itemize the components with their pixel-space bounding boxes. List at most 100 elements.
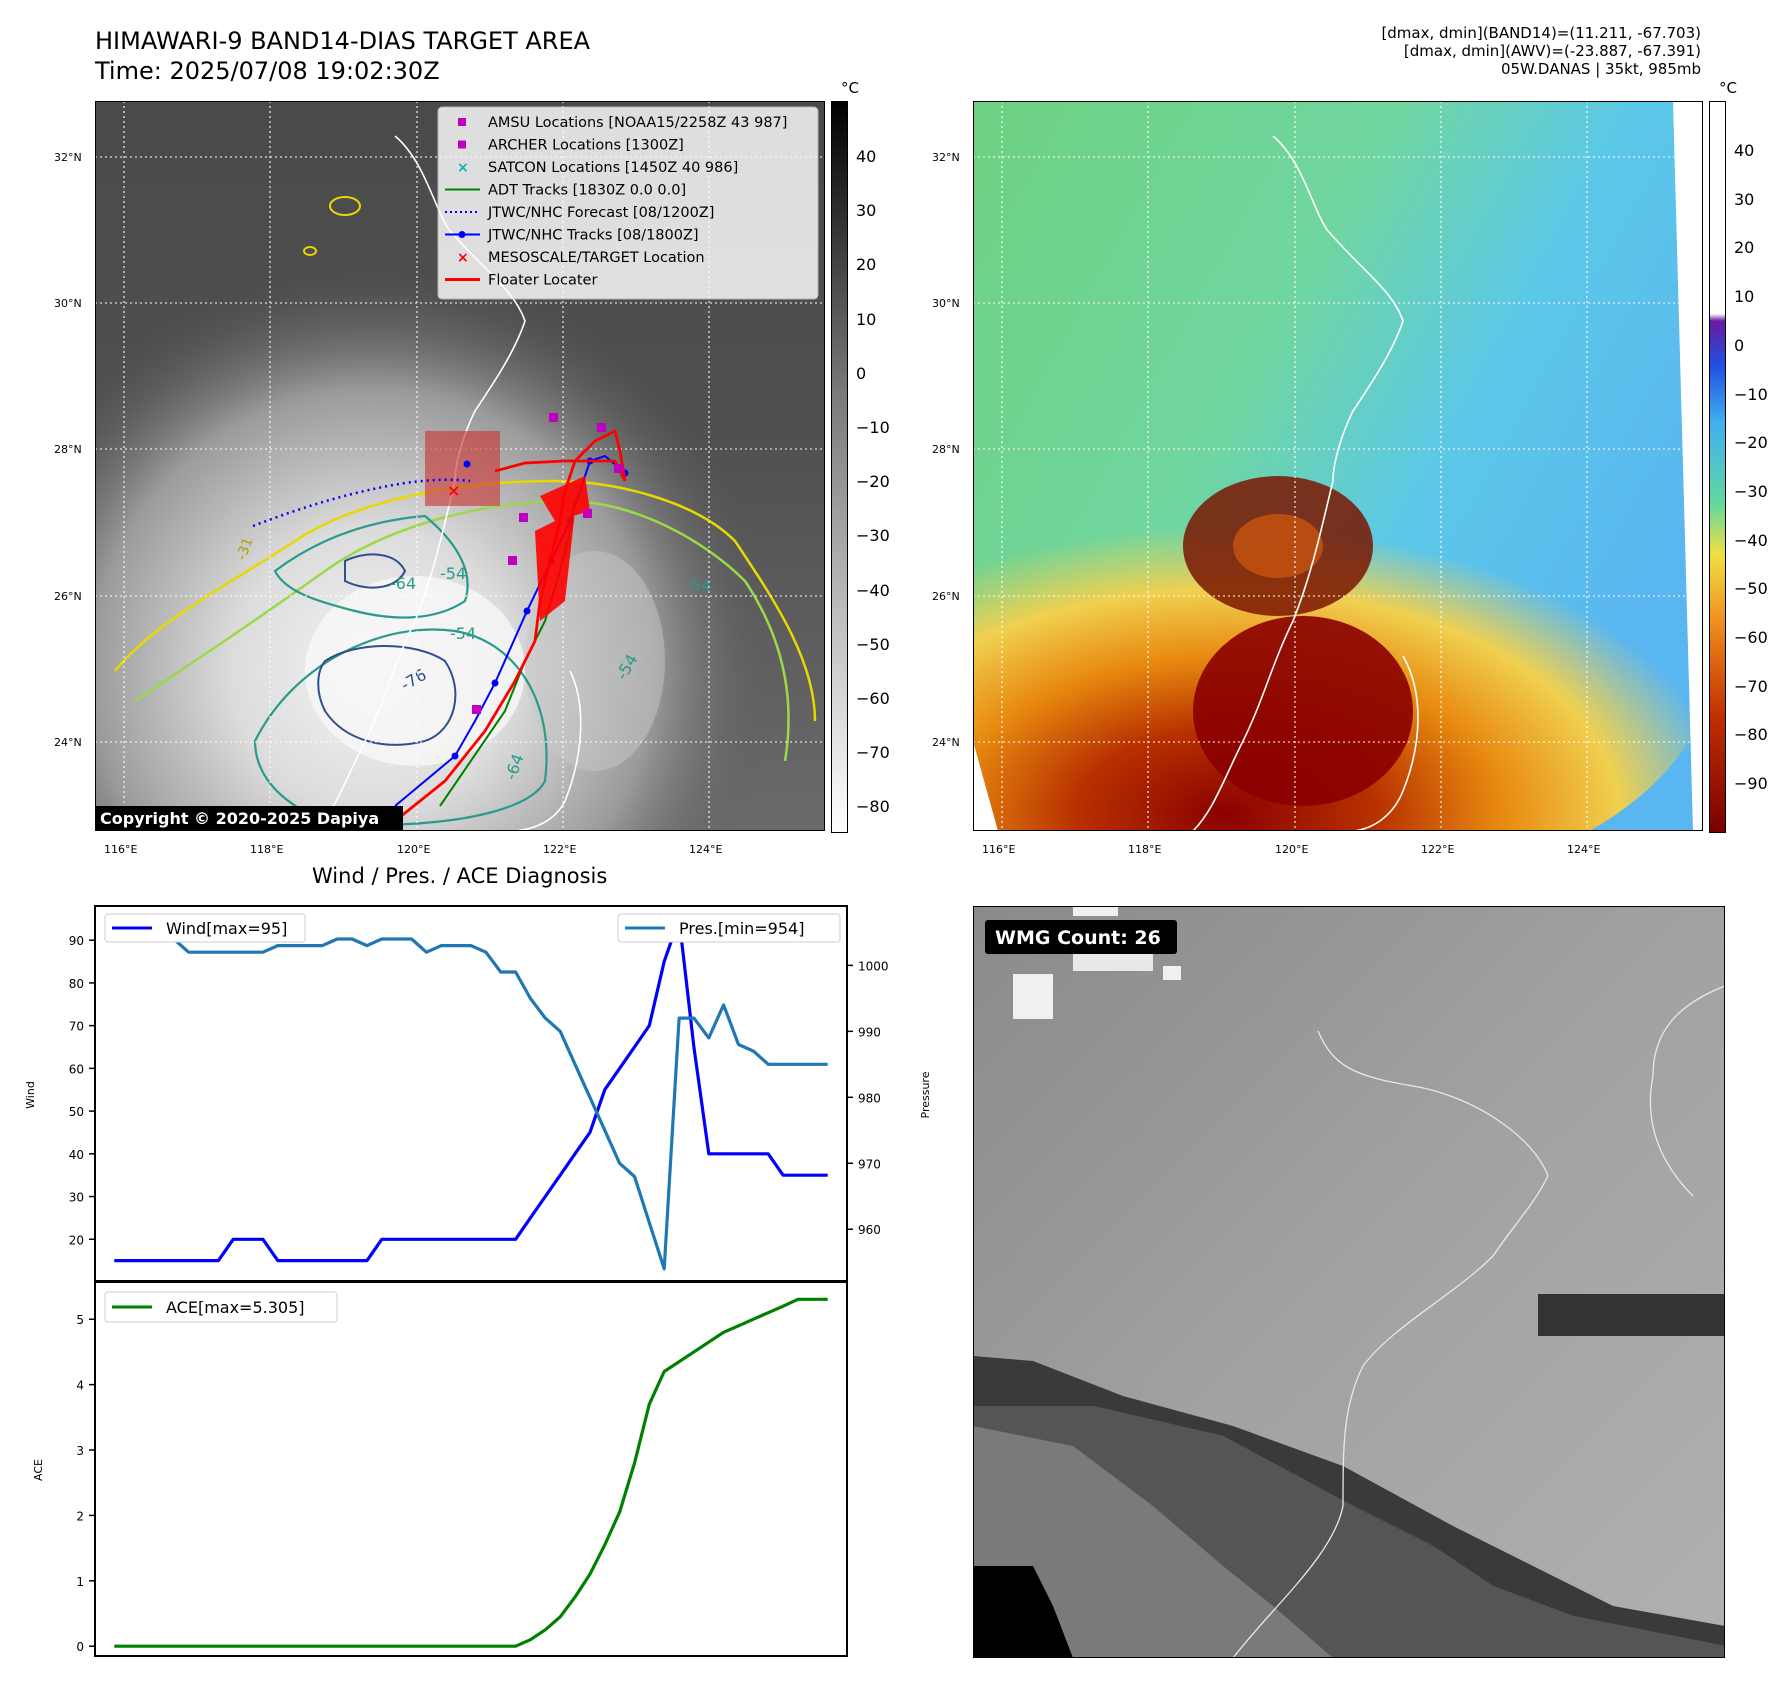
wind-tick-label: 90 bbox=[69, 934, 84, 948]
awv-lon-label: 124°E bbox=[1567, 843, 1601, 856]
stats-block: [dmax, dmin](BAND14)=(11.211, -67.703) [… bbox=[1381, 24, 1701, 78]
awv-lat-label: 30°N bbox=[932, 297, 960, 310]
colorbar-tick-label: −40 bbox=[856, 580, 890, 600]
legend-item: × SATCON Locations [1450Z 40 986] bbox=[457, 160, 738, 176]
colorbar-tick-label: −20 bbox=[1734, 433, 1768, 453]
legend-item: ADT Tracks [1830Z 0.0 0.0] bbox=[445, 183, 686, 199]
map-legend bbox=[437, 106, 819, 300]
ace-tick-label: 5 bbox=[76, 1313, 84, 1327]
colorbar-tick-label: −80 bbox=[856, 797, 890, 817]
awv-gridlines bbox=[973, 101, 1703, 831]
figure-title: HIMAWARI-9 BAND14-DIAS TARGET AREA Time:… bbox=[95, 26, 590, 86]
ir-lat-label: 32°N bbox=[54, 151, 82, 164]
legend-item: ARCHER Locations [1300Z] bbox=[458, 138, 684, 154]
ir-lon-label: 122°E bbox=[543, 843, 577, 856]
legend-x-marker: × bbox=[457, 160, 469, 176]
wmg-bright-patch bbox=[1163, 966, 1181, 980]
wind-tick-label: 80 bbox=[69, 977, 84, 991]
awv-core bbox=[1193, 616, 1413, 806]
legend-x-marker: × bbox=[457, 250, 469, 266]
awv-lon-label: 118°E bbox=[1128, 843, 1162, 856]
wind-tick-label: 70 bbox=[69, 1020, 84, 1034]
cloud-band bbox=[525, 551, 665, 771]
ir-lat-label: 30°N bbox=[54, 297, 82, 310]
wind-series-line bbox=[114, 917, 828, 1263]
legend-label: JTWC/NHC Tracks [08/1800Z] bbox=[487, 228, 699, 244]
wind-tick-label: 60 bbox=[69, 1062, 84, 1076]
wind-layer: 20 30 40 50 60 70 80 90 960 970 980 990 1000 bbox=[69, 917, 889, 1271]
ir-lon-label: 124°E bbox=[689, 843, 723, 856]
legend-label: MESOSCALE/TARGET Location bbox=[488, 250, 705, 266]
wind-tick-label: 40 bbox=[69, 1148, 84, 1162]
colorbar-tick-label: 10 bbox=[1734, 287, 1755, 307]
wind-tick-label: 20 bbox=[69, 1233, 84, 1247]
ace-tick-label: 4 bbox=[76, 1379, 84, 1393]
target-marker: × bbox=[447, 481, 460, 500]
legend-item: Floater Locater bbox=[445, 273, 597, 289]
wmg-black-corner bbox=[973, 1566, 1073, 1658]
colorbar-tick-label: −70 bbox=[856, 743, 890, 763]
awv-coastline bbox=[1192, 135, 1404, 831]
awv-lon-label: 116°E bbox=[982, 843, 1016, 856]
ace-tick-label: 2 bbox=[76, 1509, 84, 1523]
wmg-badge bbox=[985, 920, 1177, 954]
stats-line-3: 05W.DANAS | 35kt, 985mb bbox=[1500, 60, 1701, 78]
ir-lon-label: 120°E bbox=[397, 843, 431, 856]
legend-dot bbox=[458, 231, 466, 238]
ace-tick-label: 0 bbox=[76, 1640, 84, 1654]
ir-lon-label: 118°E bbox=[250, 843, 284, 856]
wmg-coastline-2 bbox=[1649, 985, 1725, 1197]
colorbar-tick-label: 40 bbox=[1734, 141, 1755, 160]
ace-chart: ACE 0 1 2 3 4 5 ACE[max=5.305] bbox=[32, 1280, 848, 1657]
awv-lat-label: 24°N bbox=[932, 736, 960, 749]
legend-label: Floater Locater bbox=[488, 273, 597, 289]
pressure-tick-label: 980 bbox=[858, 1091, 881, 1105]
ace-axis-label: ACE bbox=[32, 1459, 45, 1481]
wmg-dark-strip bbox=[1538, 1294, 1725, 1336]
wmg-gray-band bbox=[973, 1426, 1333, 1658]
awv-colorbar bbox=[1709, 101, 1726, 833]
pressure-legend-label: Pres.[min=954] bbox=[679, 919, 804, 938]
contour-teal-1 bbox=[273, 514, 469, 619]
pressure-axis-label: Pressure bbox=[919, 1071, 932, 1118]
legend-item: × MESOSCALE/TARGET Location bbox=[457, 250, 705, 266]
legend-item: JTWC/NHC Tracks [08/1800Z] bbox=[445, 228, 699, 244]
ace-layer: 0 1 2 3 4 5 bbox=[76, 1297, 828, 1654]
ir-lat-label: 28°N bbox=[54, 443, 82, 456]
awv-lon-label: 122°E bbox=[1421, 843, 1455, 856]
colorbar-tick-label: −30 bbox=[1734, 481, 1768, 501]
forecast-track bbox=[252, 478, 471, 528]
legend-square-marker bbox=[458, 118, 466, 126]
wmg-darkest-band bbox=[973, 1356, 1725, 1646]
ir-colorbar-unit: °C bbox=[841, 79, 859, 97]
colorbar-tick-label: −80 bbox=[1734, 725, 1768, 745]
awv-nodata-right bbox=[1673, 101, 1703, 831]
wind-pressure-chart: Wind Pressure 20 30 40 50 60 70 80 90 960 970 980 9… bbox=[24, 905, 932, 1283]
legend-label: ARCHER Locations [1300Z] bbox=[488, 138, 684, 154]
wind-tick-label: 50 bbox=[69, 1105, 84, 1119]
colorbar-tick-label: 20 bbox=[1734, 238, 1755, 258]
colorbar-tick-label: −70 bbox=[1734, 676, 1768, 696]
colorbar-tick-label: −10 bbox=[1734, 384, 1768, 404]
contour-navy bbox=[317, 645, 457, 746]
wind-plot-frame bbox=[94, 905, 848, 1283]
ir-colorbar bbox=[831, 101, 848, 833]
awv-lat-label: 26°N bbox=[932, 590, 960, 603]
copyright-text: Copyright © 2020-2025 Dapiya bbox=[100, 809, 379, 828]
title-line-1: HIMAWARI-9 BAND14-DIAS TARGET AREA bbox=[95, 27, 591, 55]
contour-yellow bbox=[114, 479, 817, 722]
colorbar-tick-label: −50 bbox=[856, 634, 890, 654]
colorbar-tick-label: −30 bbox=[856, 526, 890, 546]
ace-series-line bbox=[114, 1297, 828, 1648]
contour-label: -64 bbox=[390, 574, 416, 593]
ace-plot-frame bbox=[94, 1280, 848, 1657]
awv-lat-label: 28°N bbox=[932, 443, 960, 456]
colorbar-tick-label: −40 bbox=[1734, 530, 1768, 550]
ace-tick-label: 1 bbox=[76, 1575, 84, 1589]
floater-locater bbox=[394, 428, 627, 823]
wind-tick-label: 30 bbox=[69, 1191, 84, 1205]
title-line-2: Time: 2025/07/08 19:02:30Z bbox=[95, 57, 440, 85]
colorbar-tick-label: 10 bbox=[856, 309, 877, 329]
archer-markers bbox=[472, 413, 623, 714]
copyright-box bbox=[95, 806, 403, 831]
